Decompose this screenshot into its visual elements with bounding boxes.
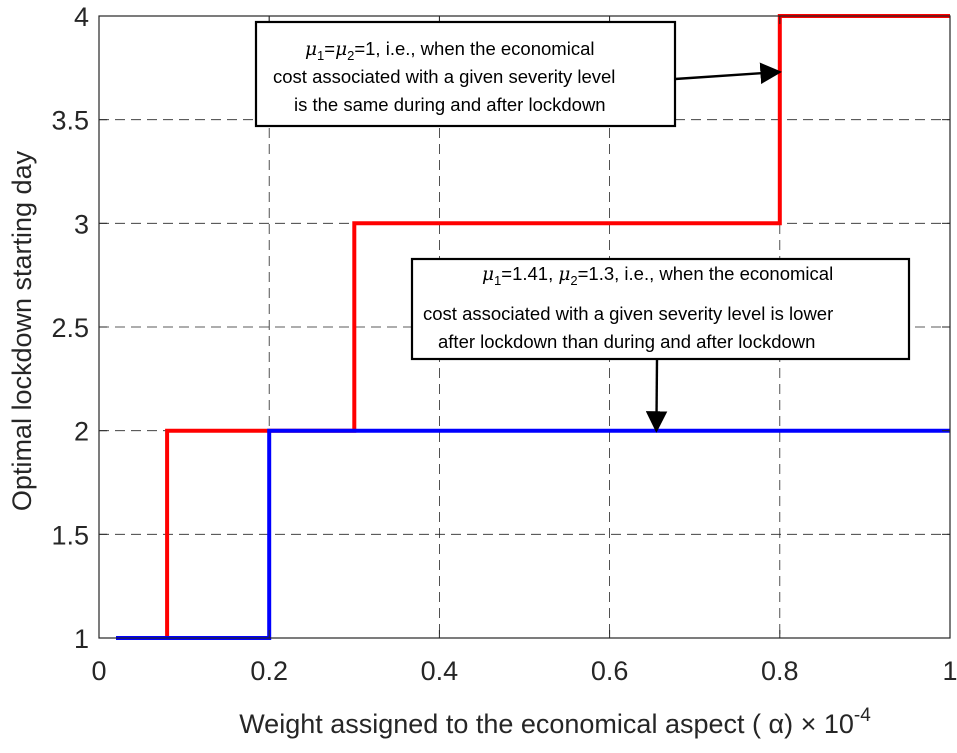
annotation-line-3: is the same during and after lockdown — [294, 94, 606, 115]
x-axis-label-text: Weight assigned to the economical aspect… — [239, 709, 854, 739]
y-tick-label: 1 — [74, 624, 89, 654]
annotation-line-2: cost associated with a given severity le… — [273, 66, 615, 87]
x-tick-label: 0 — [91, 656, 106, 686]
y-tick-label: 2.5 — [51, 313, 89, 343]
x-axis-label: Weight assigned to the economical aspect… — [239, 705, 871, 739]
y-tick-label: 2 — [74, 417, 89, 447]
axis-ticks: 0 0.2 0.4 0.6 0.8 1 1 1.5 2 2.5 3 3.5 4 — [51, 2, 957, 686]
annotation-arrow — [674, 62, 782, 85]
annotation-box — [254, 20, 677, 128]
annotation-arrow — [645, 358, 668, 433]
annotation-line-2: cost associated with a given severity le… — [423, 303, 833, 324]
annotation-line-1: μ1=μ2=1, i.e., when the economical — [305, 38, 594, 63]
annotation-line-1: μ1=1.41, μ2=1.3, i.e., when the economic… — [482, 263, 833, 288]
x-tick-label: 0.2 — [250, 656, 288, 686]
x-tick-label: 0.4 — [421, 656, 459, 686]
annotation-2: μ1=1.41, μ2=1.3, i.e., when the economic… — [410, 257, 911, 433]
annotation-1: μ1=μ2=1, i.e., when the economical cost a… — [254, 20, 782, 128]
x-axis-label-exponent: -4 — [854, 705, 871, 726]
y-axis-label: Optimal lockdown starting day — [7, 150, 37, 511]
x-tick-label: 0.8 — [761, 656, 799, 686]
y-tick-label: 4 — [74, 2, 89, 32]
annotation-box — [410, 257, 911, 361]
x-tick-label: 0.6 — [591, 656, 629, 686]
annotation-line-3: after lockdown than during and after loc… — [438, 331, 815, 352]
x-tick-label: 1 — [942, 656, 957, 686]
y-tick-label: 3.5 — [51, 106, 89, 136]
y-tick-label: 1.5 — [51, 520, 89, 550]
y-tick-label: 3 — [74, 209, 89, 239]
annotations: μ1=μ2=1, i.e., when the economical cost a… — [254, 20, 911, 433]
